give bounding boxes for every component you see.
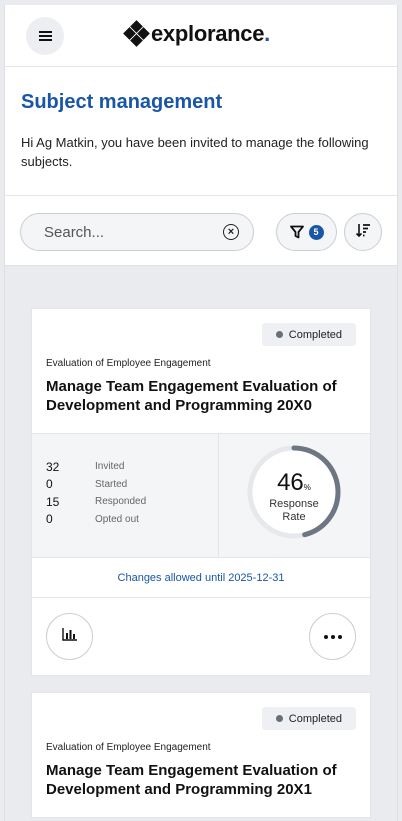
response-rate-label: Response Rate bbox=[269, 498, 319, 523]
filter-count-badge: 5 bbox=[308, 224, 324, 240]
status-dot-icon bbox=[275, 715, 283, 722]
changes-deadline: Changes allowed until 2025-12-31 bbox=[32, 558, 370, 598]
card-title: Manage Team Engagement Evaluation of Dev… bbox=[46, 378, 337, 414]
stat-responded: 15 Responded bbox=[46, 494, 147, 509]
sort-icon bbox=[355, 222, 371, 243]
card-category: Evaluation of Employee Engagement bbox=[46, 358, 211, 369]
search-input[interactable] bbox=[44, 223, 214, 241]
sort-button[interactable] bbox=[344, 213, 382, 251]
explorance-logo: explorance. bbox=[123, 20, 270, 47]
subject-card: Completed Evaluation of Employee Engagem… bbox=[31, 692, 371, 818]
card-actions bbox=[32, 598, 370, 675]
stat-opted-out: 0 Opted out bbox=[46, 512, 139, 527]
card-stats: 32 Invited 0 Started 15 Responded 0 Opte… bbox=[32, 433, 370, 558]
search-box: × bbox=[20, 213, 254, 251]
status-badge: Completed bbox=[261, 707, 356, 730]
page-title: Subject management bbox=[21, 91, 223, 113]
bar-chart-icon bbox=[61, 627, 78, 646]
card-header: Completed Evaluation of Employee Engagem… bbox=[32, 693, 370, 817]
response-rate-gauge bbox=[247, 445, 341, 539]
response-rate-panel: 46% Response Rate bbox=[219, 434, 370, 557]
filter-icon bbox=[289, 225, 304, 239]
report-button[interactable] bbox=[46, 613, 93, 660]
stat-started: 0 Started bbox=[46, 477, 128, 492]
clear-search-icon[interactable]: × bbox=[223, 224, 239, 240]
intro-message: Hi Ag Matkin, you have been invited to m… bbox=[21, 135, 369, 169]
app-frame: explorance. Subject management Hi Ag Mat… bbox=[4, 5, 398, 821]
logo-text: explorance. bbox=[151, 21, 270, 46]
more-dots-icon bbox=[323, 634, 342, 639]
gauge-fill bbox=[247, 445, 341, 539]
menu-button[interactable] bbox=[26, 17, 64, 55]
card-title: Manage Team Engagement Evaluation of Dev… bbox=[46, 762, 337, 798]
subject-list: Completed Evaluation of Employee Engagem… bbox=[5, 266, 397, 818]
status-dot-icon bbox=[275, 331, 283, 338]
toolbar: × 5 bbox=[5, 196, 397, 266]
hamburger-icon bbox=[38, 35, 52, 37]
stats-list: 32 Invited 0 Started 15 Responded 0 Opte… bbox=[32, 434, 219, 557]
top-header: explorance. bbox=[5, 5, 397, 67]
subject-card: Completed Evaluation of Employee Engagem… bbox=[31, 308, 371, 676]
card-header: Completed Evaluation of Employee Engagem… bbox=[32, 309, 370, 433]
card-category: Evaluation of Employee Engagement bbox=[46, 742, 211, 753]
filter-button[interactable]: 5 bbox=[276, 213, 337, 251]
more-options-button[interactable] bbox=[309, 613, 356, 660]
status-badge: Completed bbox=[261, 323, 356, 346]
intro-section: Subject management Hi Ag Matkin, you hav… bbox=[5, 67, 397, 196]
logo-mark-icon bbox=[123, 20, 150, 47]
response-rate-value: 46% bbox=[277, 469, 311, 496]
stat-invited: 32 Invited bbox=[46, 459, 125, 474]
